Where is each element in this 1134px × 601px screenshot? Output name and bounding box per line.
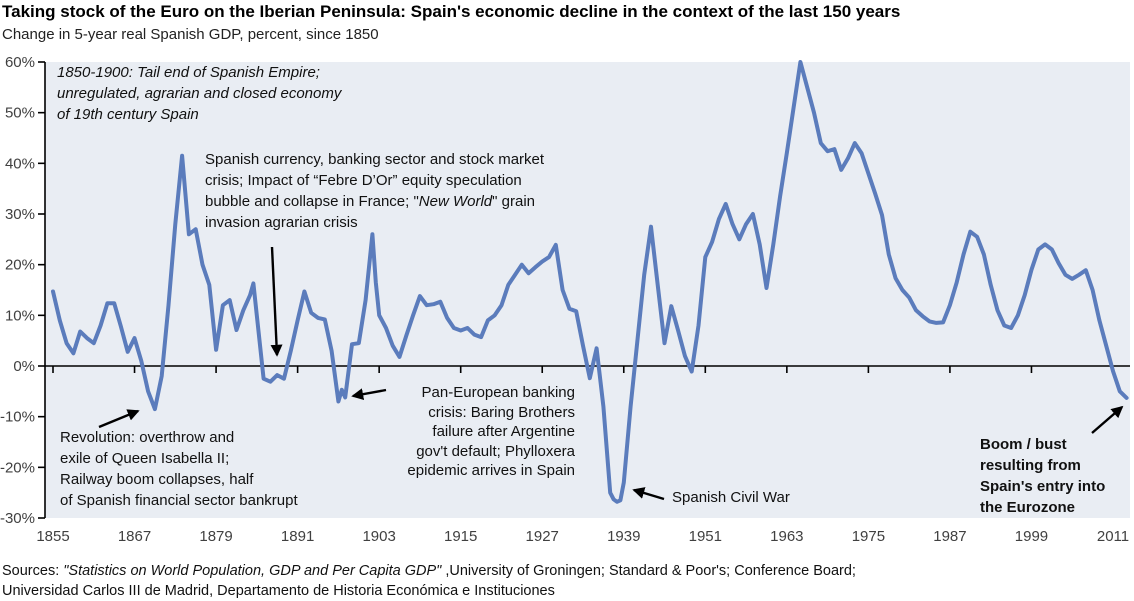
sources-note: Sources: "Statistics on World Population… <box>2 561 856 601</box>
y-tick-label: 0% <box>13 358 35 375</box>
annotation-currency-line: crisis; Impact of “Febre D’Or” equity sp… <box>205 172 522 189</box>
y-tick-label: -30% <box>0 510 35 527</box>
annotation-empire-line: unregulated, agrarian and closed economy <box>57 85 342 102</box>
annotation-pan-european-line: crisis: Baring Brothers <box>428 403 575 421</box>
annotation-eurozone-line: the Eurozone <box>980 499 1076 516</box>
x-tick-label: 1867 <box>118 528 151 545</box>
annotation-revolution-line: Railway boom collapses, half <box>60 471 254 488</box>
gdp-series-line <box>51 60 1129 504</box>
x-tick-label: 1903 <box>362 528 395 545</box>
eurozone-arrow <box>1091 405 1124 434</box>
annotation-eurozone-line: Boom / bust <box>980 436 1067 453</box>
annotation-empire: 1850-1900: Tail end of Spanish Empire; u… <box>57 62 341 125</box>
annotation-eurozone-line: Spain's entry into <box>980 478 1106 495</box>
x-tick-label: 1963 <box>770 528 803 545</box>
y-tick-label: 40% <box>5 155 35 172</box>
x-tick-label: 1987 <box>933 528 966 545</box>
civil-war-arrow <box>632 487 665 501</box>
x-tick-label: 1939 <box>607 528 640 545</box>
page-subtitle: Change in 5-year real Spanish GDP, perce… <box>2 26 379 43</box>
page-title: Taking stock of the Euro on the Iberian … <box>2 2 901 21</box>
annotation-eurozone-line: resulting from <box>980 457 1081 474</box>
currency-crisis-arrow <box>270 246 283 357</box>
annotation-eurozone: Boom / bust resulting from Spain's entry… <box>980 434 1105 518</box>
y-tick-label: 20% <box>5 257 35 274</box>
revolution-arrow <box>98 409 140 429</box>
y-tick-label: 60% <box>5 54 35 71</box>
x-tick-label: 1951 <box>689 528 722 545</box>
x-tick-label: 1975 <box>852 528 885 545</box>
annotation-arrows <box>98 246 1124 501</box>
y-tick-label: 30% <box>5 206 35 223</box>
y-tick-label: 50% <box>5 105 35 122</box>
annotation-pan-european-line: gov't default; Phylloxera <box>416 442 575 460</box>
y-tick-label: 10% <box>5 307 35 324</box>
annotation-pan-european-line: epidemic arrives in Spain <box>407 462 575 479</box>
y-axis: 60% 50% 40% 30% 20% 10% 0% -10% -20% -30% <box>0 54 46 527</box>
sources-line-1: Sources: "Statistics on World Population… <box>2 563 856 579</box>
pan-european-arrow <box>351 388 387 401</box>
annotation-currency-line: Spanish currency, banking sector and sto… <box>205 151 545 168</box>
plot-area <box>45 62 1130 518</box>
annotation-civil-war: Spanish Civil War <box>672 489 790 506</box>
x-tick-label: 2011 <box>1097 528 1129 545</box>
y-tick-label: -10% <box>0 409 35 426</box>
annotation-currency-crisis: Spanish currency, banking sector and sto… <box>205 149 544 233</box>
x-tick-label: 1915 <box>444 528 477 545</box>
x-tick-label: 1927 <box>526 528 559 545</box>
annotation-currency-line: bubble and collapse in France; "New Worl… <box>205 193 536 210</box>
annotation-currency-line: invasion agrarian crisis <box>205 214 358 231</box>
sources-line-2: Universidad Carlos III de Madrid, Depart… <box>2 583 555 599</box>
annotation-revolution-line: Revolution: overthrow and <box>60 429 235 446</box>
annotation-pan-european-line: failure after Argentine <box>432 423 575 440</box>
annotation-empire-line: 1850-1900: Tail end of Spanish Empire; <box>57 64 320 81</box>
annotation-empire-line: of 19th century Spain <box>57 106 199 123</box>
y-tick-label: -20% <box>0 459 35 476</box>
x-tick-label: 1891 <box>281 528 314 545</box>
x-tick-label: 1855 <box>36 528 69 545</box>
x-tick-label: 1999 <box>1015 528 1048 545</box>
annotation-pan-european: Pan-European banking crisis: Baring Brot… <box>358 383 575 481</box>
annotation-revolution-line: exile of Queen Isabella II; <box>60 450 230 467</box>
annotation-revolution-line: of Spanish financial sector bankrupt <box>60 492 298 509</box>
x-tick-label: 1879 <box>199 528 232 545</box>
annotation-pan-european-line: Pan-European banking <box>421 384 575 401</box>
annotation-revolution: Revolution: overthrow and exile of Queen… <box>60 427 298 511</box>
